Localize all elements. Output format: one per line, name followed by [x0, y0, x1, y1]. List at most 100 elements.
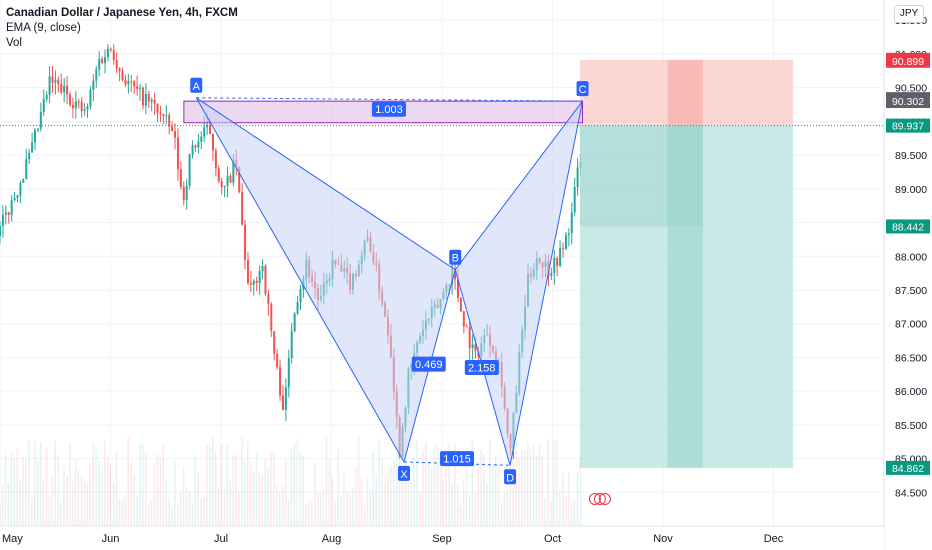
- candle-body: [293, 313, 296, 332]
- candle-body: [474, 344, 477, 352]
- volume-bar: [235, 455, 237, 526]
- volume-bar: [77, 469, 80, 526]
- volume-bar: [529, 448, 532, 526]
- volume-bar: [185, 487, 188, 526]
- candle-body: [36, 128, 39, 131]
- candle-body: [471, 344, 474, 349]
- candle-body: [220, 181, 223, 188]
- ratio-label-bg: [464, 360, 499, 376]
- volume-bar: [69, 442, 71, 526]
- pattern-ratio-line-ac: [196, 97, 583, 102]
- currency-button[interactable]: JPY: [894, 5, 924, 23]
- volume-bar: [547, 439, 550, 526]
- volume-bar: [427, 461, 430, 526]
- candle-body: [200, 136, 203, 142]
- pattern-point-d: D: [504, 469, 517, 485]
- volume-bar: [451, 482, 453, 526]
- volume-bar: [337, 449, 339, 526]
- volume-bar: [573, 499, 576, 526]
- volume-bar: [25, 458, 27, 526]
- candle-body: [553, 257, 556, 274]
- volume-bar: [401, 475, 404, 526]
- volume-bar: [104, 440, 106, 526]
- symbol-title[interactable]: Canadian Dollar / Japanese Yen, 4h, FXCM: [6, 7, 238, 19]
- volume-bar: [477, 462, 480, 526]
- price-tick-label: 87.000: [895, 319, 927, 331]
- pattern-point-b: B: [449, 249, 462, 265]
- candle-body: [133, 81, 136, 87]
- volume-bar: [459, 505, 462, 526]
- candle-body: [182, 186, 185, 201]
- candle-body: [252, 280, 255, 285]
- candle-body: [139, 87, 142, 89]
- volume-bar: [112, 482, 115, 526]
- candle-body: [136, 86, 139, 89]
- volume-bar: [567, 472, 570, 526]
- candle-body: [13, 197, 16, 201]
- volume-bar: [375, 475, 377, 526]
- candle-body: [77, 101, 80, 103]
- candle-body: [287, 357, 290, 388]
- candle-body: [267, 293, 270, 304]
- candle-body: [226, 175, 229, 186]
- volume-bar: [279, 491, 281, 526]
- candle-body: [223, 185, 226, 188]
- candle-body: [45, 94, 48, 100]
- ema-indicator-label[interactable]: EMA (9, close): [6, 22, 81, 34]
- price-scale-marker: 89.937: [886, 118, 930, 133]
- volume-bar: [448, 443, 450, 526]
- volume-bar: [343, 470, 345, 526]
- volume-bar: [31, 497, 33, 526]
- price-tick-label: 90.500: [895, 83, 927, 95]
- candle-body: [19, 183, 22, 196]
- volume-bar: [211, 436, 214, 526]
- candle-body: [1, 214, 4, 226]
- volume-bar: [311, 500, 313, 526]
- volume-bar: [261, 474, 264, 526]
- volume-bar: [544, 497, 547, 526]
- volume-bar: [413, 456, 415, 526]
- volume-bar: [22, 457, 24, 526]
- candle-body: [106, 48, 109, 58]
- volume-bar: [130, 461, 132, 526]
- candle-body: [197, 141, 200, 148]
- volume-bar: [509, 462, 512, 526]
- volume-bar: [191, 502, 194, 526]
- candle-body: [270, 303, 273, 332]
- candle-body: [232, 159, 235, 183]
- volume-bar: [354, 467, 357, 526]
- candle-body: [261, 265, 264, 272]
- volume-bar: [430, 468, 433, 526]
- time-tick-label: Aug: [322, 533, 342, 545]
- candle-body: [459, 297, 462, 312]
- candle-body: [60, 83, 63, 93]
- volume-bar: [176, 504, 179, 526]
- point-label-text: D: [506, 472, 514, 484]
- pattern-point-x: X: [397, 465, 410, 481]
- volume-bar: [48, 495, 51, 526]
- volume-bar: [372, 451, 375, 526]
- volume-bar: [357, 436, 360, 526]
- candle-body: [570, 212, 573, 234]
- volume-bar: [465, 457, 468, 526]
- volume-indicator-label[interactable]: Vol: [6, 37, 22, 49]
- candle-body: [144, 94, 147, 106]
- price-tick-label: 86.500: [895, 352, 927, 364]
- volume-bar: [209, 444, 211, 526]
- candle-body: [80, 101, 83, 111]
- volume-bar: [392, 459, 395, 526]
- candle-body: [217, 168, 220, 182]
- price-scale-marker: 88.442: [886, 219, 930, 234]
- point-label-bg: [449, 249, 462, 265]
- volume-bar: [334, 501, 337, 526]
- volume-bar: [34, 441, 36, 526]
- volume-bars: [0, 436, 582, 526]
- point-label-text: B: [452, 253, 459, 265]
- volume-bar: [206, 443, 208, 526]
- volume-bar: [325, 436, 328, 526]
- volume-bar: [512, 449, 515, 526]
- volume-bar: [223, 489, 226, 526]
- volume-bar: [156, 454, 159, 526]
- candle-body: [171, 126, 174, 132]
